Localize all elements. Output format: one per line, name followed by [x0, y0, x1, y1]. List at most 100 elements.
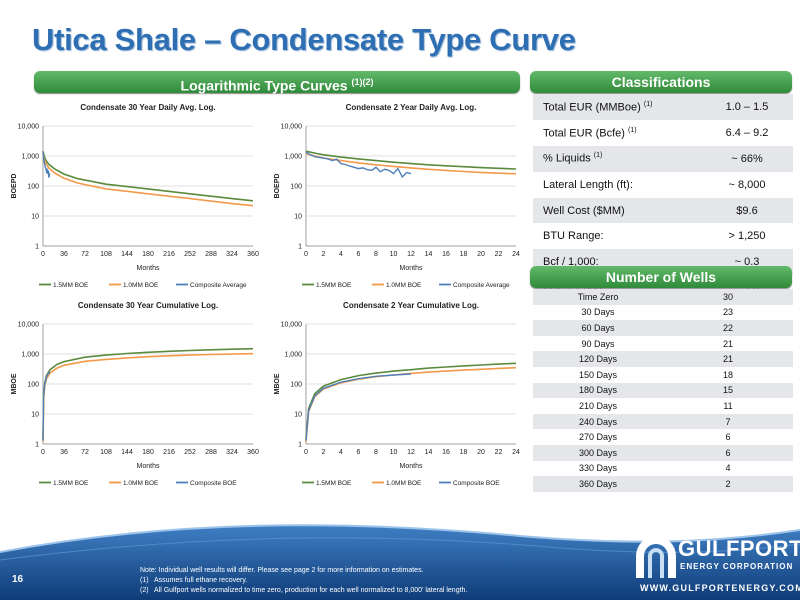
wells-count: 15 — [722, 385, 733, 396]
wells-period: 270 Days — [578, 432, 618, 443]
chart-title: Condensate 30 Year Cumulative Log. — [78, 301, 218, 310]
legend-entry: 1.0MM BOE — [386, 480, 422, 487]
x-tick-label: 216 — [163, 449, 175, 456]
y-tick-label: 1,000 — [284, 352, 302, 359]
classification-label: Lateral Length (ft): — [543, 178, 633, 191]
series-line — [42, 347, 254, 439]
page-title: Utica Shale – Condensate Type Curve — [32, 22, 576, 57]
wells-count: 30 — [722, 291, 733, 302]
classifications-table: Total EUR (MMBoe) (1) 1.0 – 1.5 Total EUR … — [533, 94, 793, 301]
x-tick-label: 108 — [100, 251, 112, 258]
series-line — [42, 152, 51, 178]
x-tick-label: 216 — [163, 251, 175, 258]
series-line — [42, 371, 51, 441]
x-tick-label: 180 — [142, 251, 154, 258]
x-tick-label: 0 — [41, 251, 45, 258]
wells-count: 11 — [723, 400, 733, 411]
header-superscript: (1)(2) — [351, 77, 374, 87]
x-tick-label: 24 — [512, 251, 520, 258]
x-tick-label: 0 — [304, 449, 308, 456]
x-tick-label: 108 — [100, 449, 112, 456]
classification-value: ~ 0.3 — [734, 256, 760, 269]
classification-row: % Liquids (1) ~ 66% — [533, 145, 793, 172]
y-tick-label: 10,000 — [281, 124, 303, 131]
page-number: 16 — [12, 574, 24, 585]
classification-label: Total EUR (Bcfe) (1) — [543, 126, 637, 140]
wells-count: 23 — [722, 307, 733, 318]
x-tick-label: 360 — [247, 449, 259, 456]
legend-entry: Composite BOE — [453, 480, 500, 487]
y-tick-label: 1,000 — [21, 352, 39, 359]
y-tick-label: 100 — [290, 184, 302, 191]
x-tick-label: 24 — [512, 449, 520, 456]
x-tick-label: 18 — [460, 251, 468, 258]
wells-row: 150 Days 18 — [533, 367, 793, 383]
x-tick-label: 2 — [322, 251, 326, 258]
x-tick-label: 14 — [425, 449, 433, 456]
x-tick-label: 36 — [60, 449, 68, 456]
wells-row: 120 Days 21 — [533, 351, 793, 367]
wells-row: 210 Days 11 — [533, 398, 793, 414]
series-line — [42, 352, 254, 442]
series-line — [42, 153, 254, 207]
x-tick-label: 324 — [226, 449, 238, 456]
x-tick-label: 16 — [442, 449, 450, 456]
legend-entry: 1.0MM BOE — [123, 480, 159, 487]
x-tick-label: 180 — [142, 449, 154, 456]
classification-value: 6.4 – 9.2 — [725, 126, 769, 139]
y-tick-label: 1,000 — [21, 154, 39, 161]
wells-row: 180 Days 15 — [533, 382, 793, 399]
legend-entry: 1.5MM BOE — [53, 282, 89, 289]
wells-period: 30 Days — [581, 307, 615, 318]
classification-label: BTU Range: — [543, 230, 604, 243]
chart-2yr-daily: Condensate 2 Year Daily Avg. Log. 1 10 100 1… — [268, 98, 530, 296]
x-tick-label: 8 — [374, 251, 378, 258]
x-tick-label: 144 — [121, 449, 133, 456]
x-tick-label: 288 — [205, 251, 217, 258]
footer-band — [0, 512, 800, 600]
y-axis-label: MBOE — [11, 373, 18, 394]
y-tick-label: 10 — [31, 214, 39, 221]
wells-row: 240 Days 7 — [533, 413, 793, 430]
wells-period: 150 Days — [578, 369, 618, 380]
wells-row: 300 Days 6 — [533, 444, 793, 461]
x-tick-label: 2 — [322, 449, 326, 456]
x-tick-label: 252 — [184, 251, 196, 258]
x-tick-label: 22 — [495, 449, 503, 456]
wells-row: 330 Days 4 — [533, 461, 793, 477]
series-line — [305, 150, 517, 170]
chart-30yr-cumulative: Condensate 30 Year Cumulative Log. 1 10 100… — [5, 296, 267, 494]
series-line — [42, 151, 254, 202]
number-of-wells-header: Number of Wells — [530, 266, 792, 288]
x-tick-label: 36 — [60, 251, 68, 258]
series-line — [305, 151, 412, 179]
wells-count: 6 — [725, 447, 731, 458]
x-tick-label: 10 — [390, 449, 398, 456]
legend-entry: Composite Average — [453, 282, 510, 289]
logo-website: WWW.GULFPORTENERGY.COM — [640, 583, 800, 593]
x-axis-label: Months — [137, 265, 160, 272]
classification-label: Bcf / 1,000: — [543, 256, 599, 269]
y-tick-label: 10,000 — [281, 322, 303, 329]
wells-period: 180 Days — [578, 385, 618, 396]
note-1: (1) Assumes full ethane recovery. — [140, 577, 248, 584]
x-tick-label: 8 — [374, 449, 378, 456]
number-of-wells-table: Time Zero 30 30 Days 23 60 Days 22 90 Days 21 12… — [533, 289, 793, 492]
classification-label: % Liquids (1) — [543, 152, 603, 166]
legend-entry: Composite Average — [190, 282, 247, 289]
wells-period: 90 Days — [581, 338, 615, 349]
y-tick-label: 100 — [27, 184, 39, 191]
wells-row: Time Zero 30 — [533, 289, 793, 305]
y-tick-label: 1 — [35, 442, 39, 449]
classification-label: Well Cost ($MM) — [543, 204, 625, 217]
y-tick-label: 1 — [298, 244, 302, 251]
wells-count: 7 — [725, 416, 731, 427]
chart-title: Condensate 30 Year Daily Avg. Log. — [80, 103, 215, 112]
gulfport-arch-icon — [636, 536, 676, 578]
legend-entry: 1.5MM BOE — [316, 480, 352, 487]
legend-entry: 1.5MM BOE — [53, 480, 89, 487]
series-line — [305, 362, 517, 439]
series-line — [305, 373, 412, 441]
chart-2yr-cumulative: Condensate 2 Year Cumulative Log. 1 10 100 1… — [268, 296, 530, 494]
y-tick-label: 1 — [35, 244, 39, 251]
